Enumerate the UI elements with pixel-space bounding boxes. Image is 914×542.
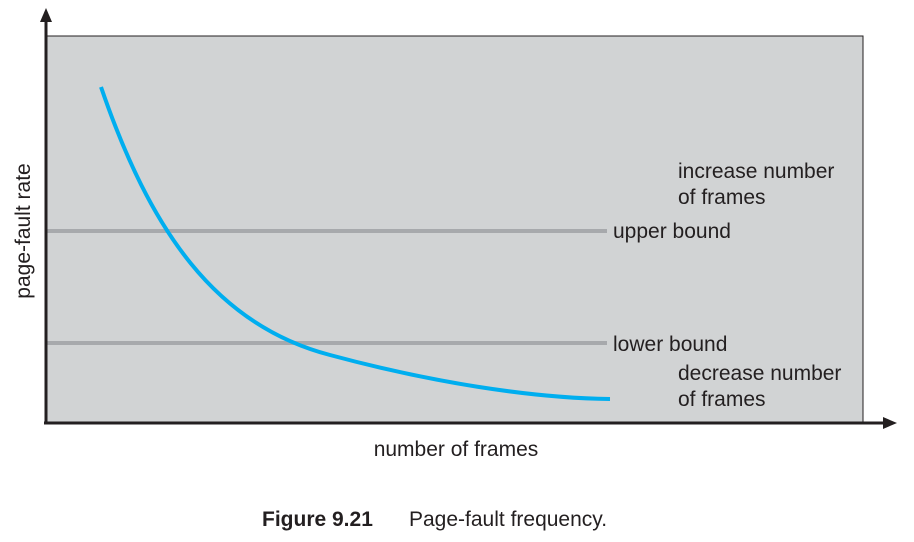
- y-axis-label: page-fault rate: [12, 163, 35, 298]
- figure-caption-text: Page-fault frequency.: [409, 508, 607, 531]
- y-axis-arrow-icon: [40, 8, 52, 22]
- increase-frames-label-line1: increase number: [678, 160, 834, 183]
- page-fault-curve: [99, 86, 611, 401]
- increase-frames-label-line2: of frames: [678, 186, 766, 209]
- x-axis-label: number of frames: [374, 438, 539, 461]
- figure-number: Figure 9.21: [262, 508, 373, 531]
- decrease-frames-label-line2: of frames: [678, 388, 766, 411]
- decrease-frames-label-line1: decrease number: [678, 362, 841, 385]
- upper-bound-label: upper bound: [613, 220, 731, 243]
- lower-bound-label: lower bound: [613, 333, 727, 356]
- x-axis-arrow-icon: [883, 417, 897, 429]
